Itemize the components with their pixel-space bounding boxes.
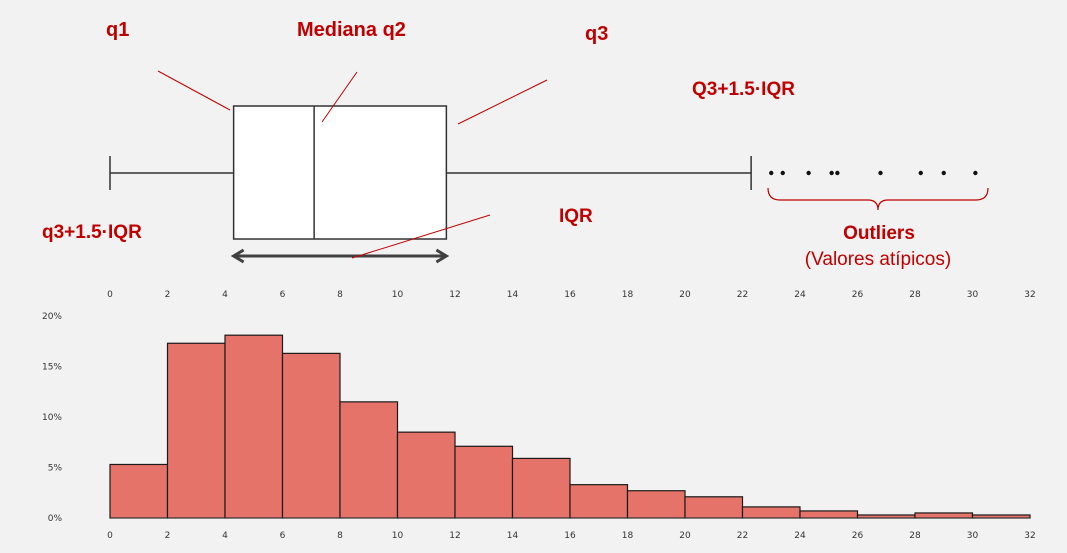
histogram-x-tick-label: 10 xyxy=(392,531,404,541)
histogram: 0%5%10%15%20% 0 2 4 6 8 10 12 14 16 18 20 22 24 26 28 3… xyxy=(42,312,1036,541)
histogram-x-tick-label: 26 xyxy=(852,531,864,541)
histogram-x-tick-label: 30 xyxy=(967,531,979,541)
box-x-tick-label: 8 xyxy=(337,290,343,300)
histogram-x-tick-label: 16 xyxy=(564,531,576,541)
histogram-bar xyxy=(166,342,226,519)
outliers-sublabel: (Valores atípicos) xyxy=(805,249,951,270)
q1-leader-line xyxy=(157,70,231,111)
box-x-tick-label: 6 xyxy=(280,290,286,300)
box-x-tick-label: 16 xyxy=(564,290,576,300)
histogram-bar xyxy=(109,463,169,519)
iqr-label: IQR xyxy=(559,206,593,227)
outlier-point xyxy=(918,170,923,176)
iqr-arrow-head-left xyxy=(230,248,245,264)
outliers-label: Outliers xyxy=(843,223,915,244)
histogram-x-tick-label: 2 xyxy=(165,531,171,541)
histogram-x-tick-label: 20 xyxy=(679,531,691,541)
histogram-bar xyxy=(914,512,974,519)
box-x-tick-label: 14 xyxy=(507,290,519,300)
lower-fence-label: q3+1.5·IQR xyxy=(42,222,142,243)
histogram-y-tick-label: 5% xyxy=(48,464,63,474)
histogram-y-tick-label: 0% xyxy=(48,514,63,524)
histogram-bar xyxy=(339,401,399,519)
histogram-x-axis-ticks: 0 2 4 6 8 10 12 14 16 18 20 22 24 26 28 30 32 xyxy=(107,531,1036,541)
box-x-tick-label: 26 xyxy=(852,290,864,300)
histogram-bar xyxy=(569,484,629,519)
outlier-point xyxy=(835,170,840,176)
box-x-tick-label: 12 xyxy=(449,290,460,300)
histogram-bar xyxy=(281,352,341,519)
q1-label: q1 xyxy=(106,19,129,41)
box-x-tick-label: 4 xyxy=(222,290,228,300)
outlier-points xyxy=(769,170,978,176)
box-x-tick-label: 20 xyxy=(679,290,691,300)
box-plot: 0 2 4 6 8 10 12 14 16 18 20 22 24 26 28 30 32 q1 Mediana… xyxy=(42,19,1036,300)
outliers-brace xyxy=(767,187,989,211)
histogram-x-tick-label: 6 xyxy=(280,531,286,541)
histogram-x-tick-label: 4 xyxy=(222,531,228,541)
histogram-y-axis-ticks: 0% 5% 10% 15% 20% xyxy=(42,312,62,524)
q3-leader-line xyxy=(457,79,548,125)
box-x-tick-label: 22 xyxy=(737,290,748,300)
histogram-bar xyxy=(511,457,571,519)
box-x-tick-label: 28 xyxy=(909,290,921,300)
outlier-point xyxy=(769,170,774,176)
box-x-tick-label: 32 xyxy=(1024,290,1035,300)
median-label: Mediana q2 xyxy=(297,19,406,41)
outlier-point xyxy=(806,170,811,176)
histogram-bar xyxy=(799,510,859,519)
iqr-box xyxy=(232,105,448,240)
box-x-axis-ticks: 0 2 4 6 8 10 12 14 16 18 20 22 24 26 28 30 32 xyxy=(107,290,1036,300)
histogram-x-tick-label: 28 xyxy=(909,531,921,541)
outlier-point xyxy=(941,170,946,176)
outlier-point xyxy=(878,170,883,176)
box-x-tick-label: 0 xyxy=(107,290,113,300)
box-x-tick-label: 24 xyxy=(794,290,806,300)
histogram-bar xyxy=(224,334,284,519)
histogram-bar xyxy=(626,490,686,519)
histogram-x-tick-label: 0 xyxy=(107,531,113,541)
histogram-y-tick-label: 10% xyxy=(42,413,62,423)
box-x-tick-label: 10 xyxy=(392,290,404,300)
outlier-point xyxy=(973,170,978,176)
iqr-arrow-head-right xyxy=(435,248,450,264)
outlier-point xyxy=(829,170,834,176)
histogram-y-tick-label: 15% xyxy=(42,363,62,373)
histogram-bars xyxy=(109,334,1031,519)
histogram-y-tick-label: 20% xyxy=(42,312,62,322)
histogram-bar xyxy=(684,496,744,519)
histogram-x-tick-label: 14 xyxy=(507,531,519,541)
histogram-bar xyxy=(396,431,456,519)
box-x-tick-label: 30 xyxy=(967,290,979,300)
histogram-bar xyxy=(454,445,514,519)
histogram-x-tick-label: 24 xyxy=(794,531,806,541)
q3-label: q3 xyxy=(585,23,608,45)
iqr-leader-line xyxy=(351,214,491,259)
box-x-tick-label: 2 xyxy=(165,290,171,300)
histogram-x-tick-label: 8 xyxy=(337,531,343,541)
outlier-point xyxy=(780,170,785,176)
histogram-x-tick-label: 22 xyxy=(737,531,748,541)
histogram-x-tick-label: 12 xyxy=(449,531,460,541)
histogram-bar xyxy=(741,506,801,519)
upper-fence-label: Q3+1.5·IQR xyxy=(692,79,795,100)
box-x-tick-label: 18 xyxy=(622,290,634,300)
histogram-x-tick-label: 18 xyxy=(622,531,634,541)
histogram-x-tick-label: 32 xyxy=(1024,531,1035,541)
median-leader-line xyxy=(321,71,358,123)
